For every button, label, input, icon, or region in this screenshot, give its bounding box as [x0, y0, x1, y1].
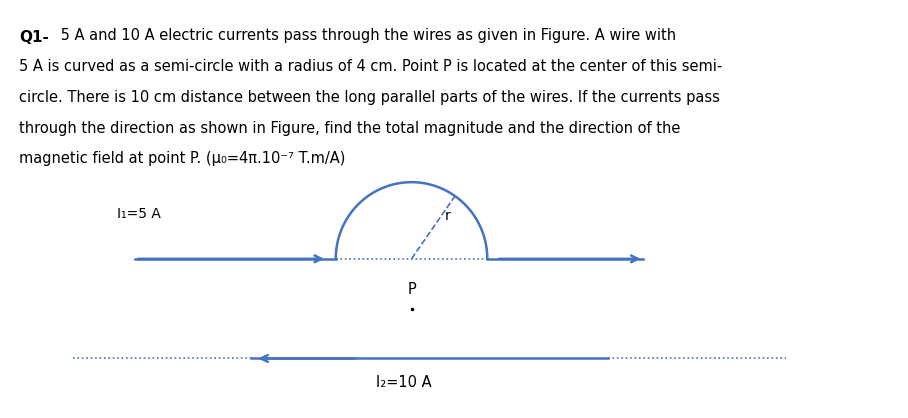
Text: 5 A is curved as a semi-circle with a radius of 4 cm. Point P is located at the : 5 A is curved as a semi-circle with a ra…	[19, 59, 723, 74]
Text: 5 A and 10 A electric currents pass through the wires as given in Figure. A wire: 5 A and 10 A electric currents pass thro…	[19, 28, 676, 43]
Text: Q1-: Q1-	[19, 31, 49, 46]
Text: P: P	[407, 282, 416, 297]
Text: I₂=10 A: I₂=10 A	[376, 375, 431, 390]
Text: magnetic field at point P. (μ₀=4π.10⁻⁷ T.m/A): magnetic field at point P. (μ₀=4π.10⁻⁷ T…	[19, 151, 346, 166]
Text: r: r	[444, 209, 450, 223]
Text: through the direction as shown in Figure, find the total magnitude and the direc: through the direction as shown in Figure…	[19, 120, 681, 135]
Text: I₁=5 A: I₁=5 A	[117, 207, 162, 222]
Text: circle. There is 10 cm distance between the long parallel parts of the wires. If: circle. There is 10 cm distance between …	[19, 90, 720, 105]
